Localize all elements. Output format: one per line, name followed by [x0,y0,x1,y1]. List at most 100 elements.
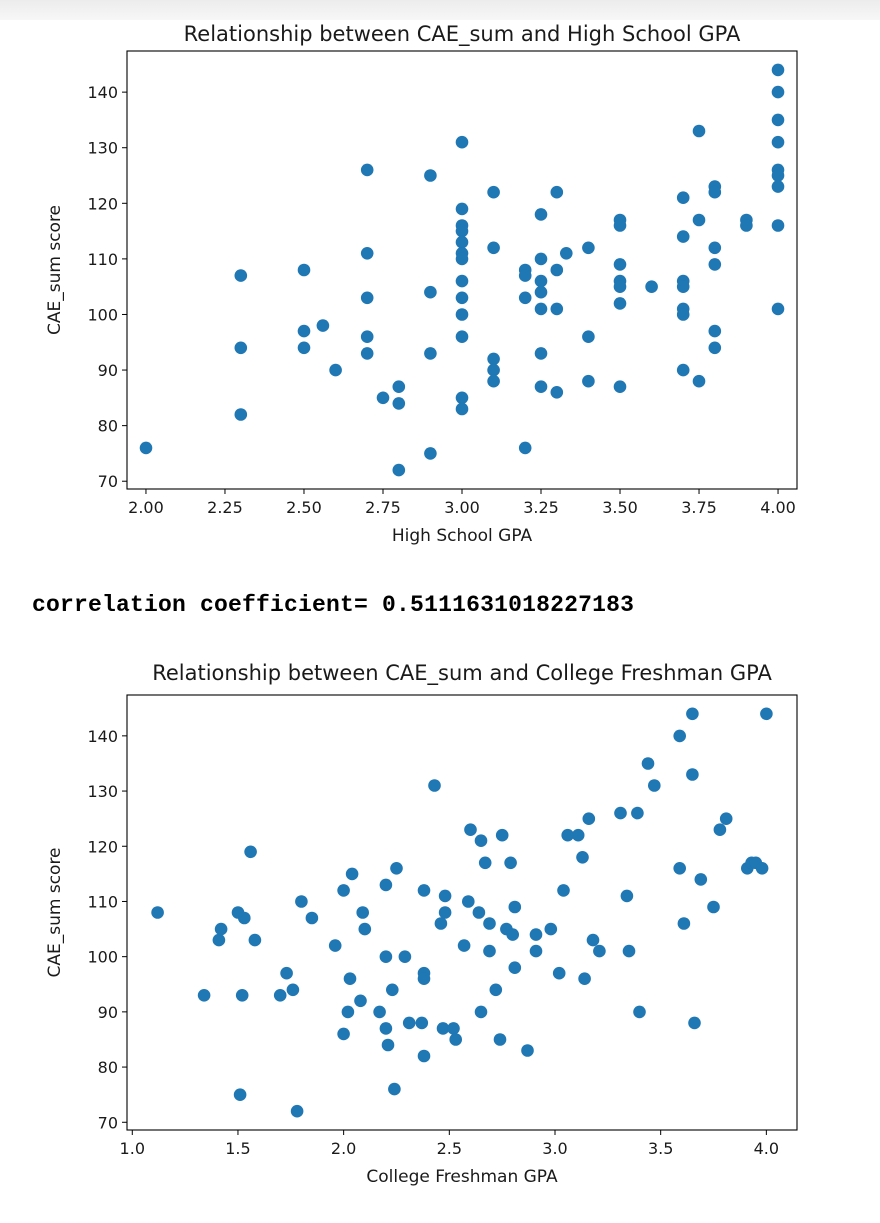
data-point [593,944,606,958]
y-tick-label: 100 [87,948,118,967]
data-point [508,900,522,914]
data-point [438,889,452,903]
data-point [613,258,627,271]
y-tick-label: 120 [87,194,118,213]
data-point [273,989,287,1002]
data-point [360,347,374,360]
data-point [521,1044,534,1057]
x-tick-label: 3.75 [681,498,717,517]
x-tick-label: 4.0 [754,1139,779,1158]
data-point [472,906,486,919]
data-point [688,1016,701,1030]
data-point [550,263,564,277]
data-point [673,729,686,743]
data-point [455,330,469,344]
data-point [373,1005,386,1019]
data-point [328,939,342,952]
data-point [487,363,500,377]
x-tick-label: 2.75 [365,498,401,517]
data-point [386,983,399,997]
data-point [424,347,437,360]
data-point [713,823,727,836]
y-tick-label: 70 [98,1113,118,1132]
data-point [455,252,469,266]
data-point [692,213,706,227]
data-point [197,989,211,1002]
axes-frame [126,694,798,1131]
data-point [582,812,596,825]
data-point [771,302,785,316]
data-point [398,950,412,963]
data-point [534,285,548,299]
chart-title: Relationship between CAE_sum and College… [152,661,772,686]
data-point [571,828,585,842]
data-point [343,972,357,985]
data-point [613,219,627,232]
y-tick-label: 90 [98,361,118,380]
data-points [151,707,773,1118]
data-point [286,983,300,997]
data-point [708,258,722,271]
data-point [455,274,469,288]
data-point [376,391,390,405]
data-point [214,922,228,936]
data-point [235,989,249,1002]
data-point [708,185,722,199]
data-point [151,906,164,919]
data-point [455,235,469,249]
data-point [297,341,311,355]
x-tick-label: 2.25 [207,498,243,517]
data-point [677,917,691,930]
data-point [234,269,248,282]
data-point [487,241,500,255]
x-tick-label: 2.5 [437,1139,462,1158]
data-point [534,302,548,316]
data-point [692,374,706,388]
y-tick-label: 90 [98,1003,118,1022]
data-point [434,917,448,930]
data-point [631,806,644,820]
x-axis-label: College Freshman GPA [366,1167,558,1187]
data-point [686,768,699,781]
data-point [360,291,374,305]
correlation-output: correlation coefficient= 0.5111631018227… [32,592,635,618]
data-point [297,324,311,338]
data-point [455,308,469,321]
data-point [360,163,374,177]
data-point [483,917,496,930]
data-point [645,280,658,294]
data-point [686,707,699,721]
high-school-gpa-scatter-chart: Relationship between CAE_sum and High Sc… [45,22,798,546]
data-point [641,757,655,770]
data-point [578,972,591,985]
data-point [402,1016,416,1030]
x-tick-label: 2.50 [286,498,322,517]
data-point [424,285,437,299]
y-tick-label: 130 [87,139,118,158]
data-point [771,63,785,77]
data-point [424,447,437,460]
x-tick-label: 3.5 [648,1139,673,1158]
data-point [771,180,785,193]
y-axis-label: CAE_sum score [45,847,65,977]
data-point [708,341,722,355]
data-point [457,939,471,952]
data-point [707,900,720,914]
x-tick-label: 3.25 [523,498,559,517]
data-point [436,1022,450,1035]
data-point [428,779,441,792]
y-tick-label: 80 [98,1058,118,1077]
college-freshman-gpa-scatter-chart: Relationship between CAE_sum and College… [45,661,798,1187]
axes-frame [126,50,798,490]
data-point [582,374,595,388]
data-point [234,341,248,355]
y-tick-label: 130 [87,782,118,801]
notebook-top-bar [0,0,880,20]
data-point [390,862,403,875]
data-point [544,922,558,936]
data-point [417,1049,431,1063]
data-point [771,135,785,149]
data-point [358,922,372,936]
data-point [464,823,477,836]
data-point [280,966,293,980]
